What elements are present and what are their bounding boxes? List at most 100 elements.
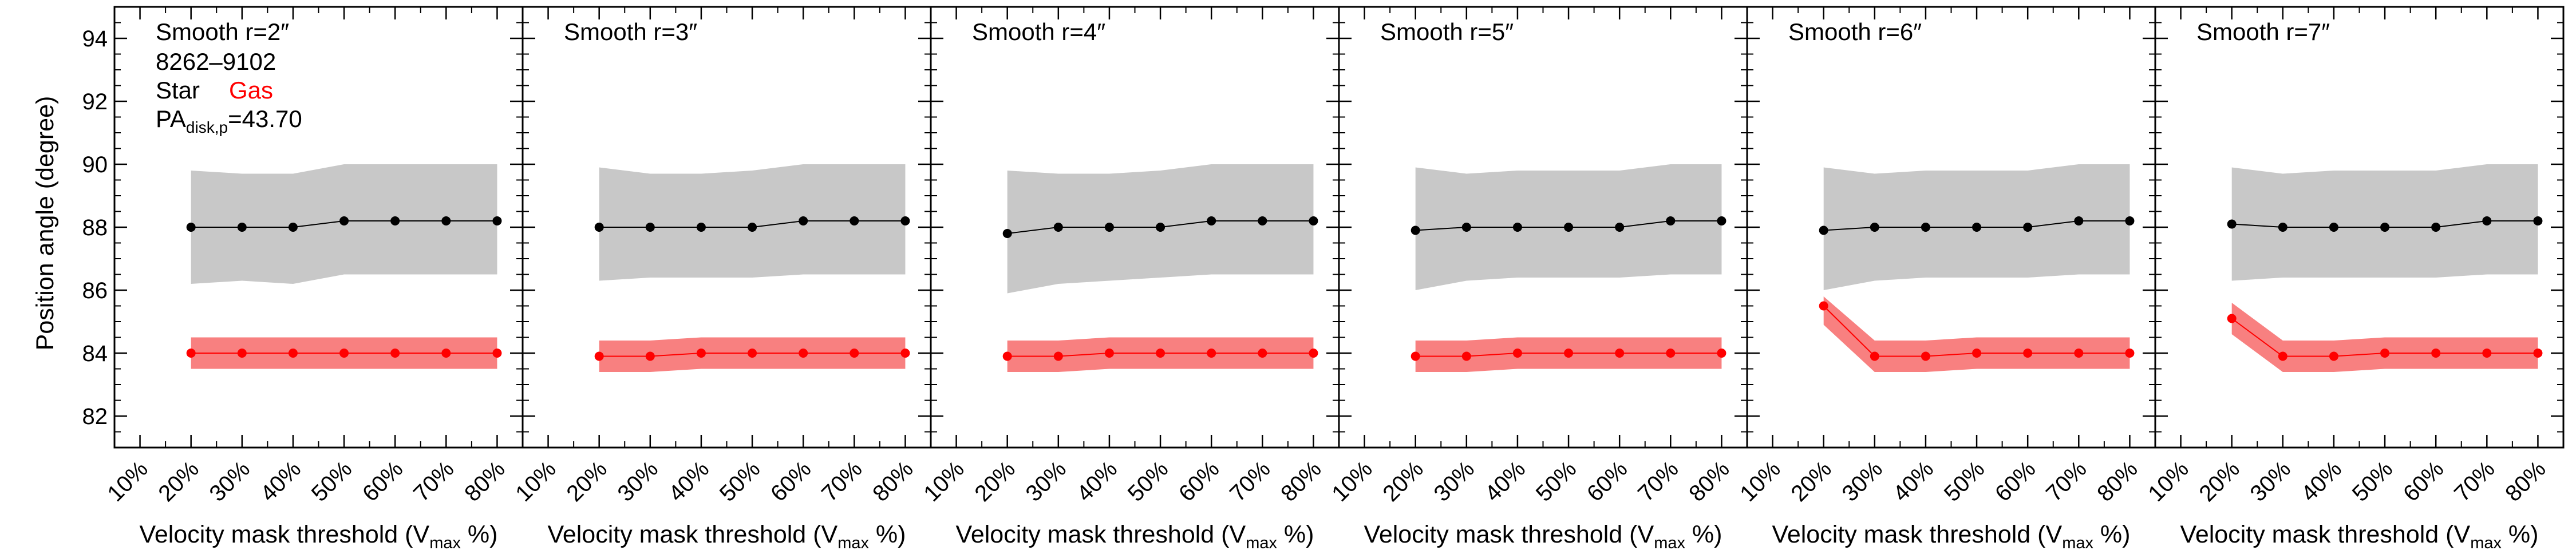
y-tick-label: 90 [82,152,108,177]
gas-point [1207,349,1216,358]
star-point [1972,223,1982,232]
y-tick-label: 92 [82,89,108,114]
x-tick-label: 50% [1123,456,1174,506]
x-tick-label: 80% [1276,456,1326,506]
x-tick-label: 70% [1633,456,1684,506]
gas-point [2023,349,2033,358]
x-axis-label-end: %) [2093,521,2131,548]
gas-point [1972,349,1982,358]
x-axis-label: Velocity mask threshold (Vmax %) [140,521,498,552]
x-tick-label: 60% [1990,456,2041,506]
star-band [2231,164,2538,281]
x-tick-label: 30% [613,456,663,506]
star-point [645,223,655,232]
star-point [1053,223,1063,232]
x-axis-label-subscript: max [1654,534,1685,552]
x-tick-label: 50% [715,456,765,506]
x-axis-label-main: Velocity mask threshold (V [140,521,430,548]
gas-point [2380,349,2390,358]
gas-point [594,351,604,361]
legend-star: Star [156,77,200,104]
x-tick-label: 40% [256,456,306,506]
star-point [799,216,808,225]
legend-gas: Gas [229,77,273,104]
gas-point [237,349,247,358]
x-tick-label: 30% [2245,456,2296,506]
star-point [1512,223,1522,232]
x-axis-label-subscript: max [2062,534,2093,552]
x-tick-label: 70% [2041,456,2092,506]
x-tick-label: 20% [562,456,612,506]
gas-point [1411,351,1420,361]
panel-6: 10% 20% 30% 40% 50% 60% 70% 80% Velocity mask th… [2143,6,2565,552]
x-tick-label: 20% [1786,456,1836,506]
x-tick-label: 10% [1327,456,1377,506]
panel-title: Smooth r=7″ [2196,18,2330,45]
x-axis-label-end: %) [1685,521,1722,548]
x-tick-label: 10% [1735,456,1785,506]
star-point [1207,216,1216,225]
star-point [748,223,757,232]
x-tick-label: 80% [1684,456,1735,506]
x-tick-label: 60% [2399,456,2449,506]
x-axis-label-subscript: max [429,534,461,552]
star-point [1921,223,1930,232]
x-tick-label: 20% [970,456,1020,506]
y-tick-label: 88 [82,215,108,240]
star-point [1717,216,1726,225]
gas-point [1104,349,1114,358]
x-tick-label: 10% [102,456,153,506]
star-point [1870,223,1879,232]
x-axis-label-main: Velocity mask threshold (V [2180,521,2471,548]
x-tick-label: 80% [2500,456,2551,506]
x-tick-label: 10% [919,456,969,506]
panel-title: Smooth r=5″ [1380,18,1514,45]
y-axis-label: Position angle (degree) [31,96,59,351]
star-point [1461,223,1471,232]
panel-title: Smooth r=2″ [156,18,289,45]
x-tick-label: 20% [153,456,204,506]
gas-point [2278,351,2287,361]
x-tick-label: 30% [1429,456,1479,506]
x-tick-label: 30% [204,456,255,506]
x-axis-label-main: Velocity mask threshold (V [1772,521,2063,548]
y-tick-label: 82 [82,404,108,429]
star-point [1002,229,1012,238]
gas-point [492,349,502,358]
star-point [594,223,604,232]
gas-point [441,349,451,358]
x-tick-label: 50% [1939,456,1990,506]
star-point [2533,216,2543,225]
panel-title: Smooth r=6″ [1788,18,1922,45]
x-axis-label: Velocity mask threshold (Vmax %) [2180,521,2539,552]
star-point [339,216,349,225]
x-tick-label: 30% [1021,456,1071,506]
star-point [1156,223,1165,232]
star-point [1615,223,1625,232]
star-point [2278,223,2287,232]
gas-point [799,349,808,358]
gas-band [1823,296,2130,372]
star-point [2431,223,2441,232]
x-tick-label: 50% [307,456,357,506]
x-tick-label: 80% [868,456,918,506]
x-axis-label-end: %) [2502,521,2539,548]
gas-point [900,349,910,358]
gas-point [1921,351,1930,361]
x-tick-label: 70% [2449,456,2500,506]
x-tick-label: 70% [1225,456,1275,506]
x-axis-label-end: %) [461,521,498,548]
x-tick-label: 60% [358,456,408,506]
gas-point [1564,349,1574,358]
x-axis-label: Velocity mask threshold (Vmax %) [1772,521,2131,552]
x-tick-label: 40% [664,456,714,506]
x-tick-label: 70% [817,456,867,506]
star-point [696,223,706,232]
y-tick-label: 84 [82,341,108,366]
star-point [900,216,910,225]
gas-point [2329,351,2338,361]
x-tick-label: 70% [409,456,459,506]
x-tick-label: 20% [1378,456,1428,506]
x-axis-label-end: %) [1277,521,1314,548]
